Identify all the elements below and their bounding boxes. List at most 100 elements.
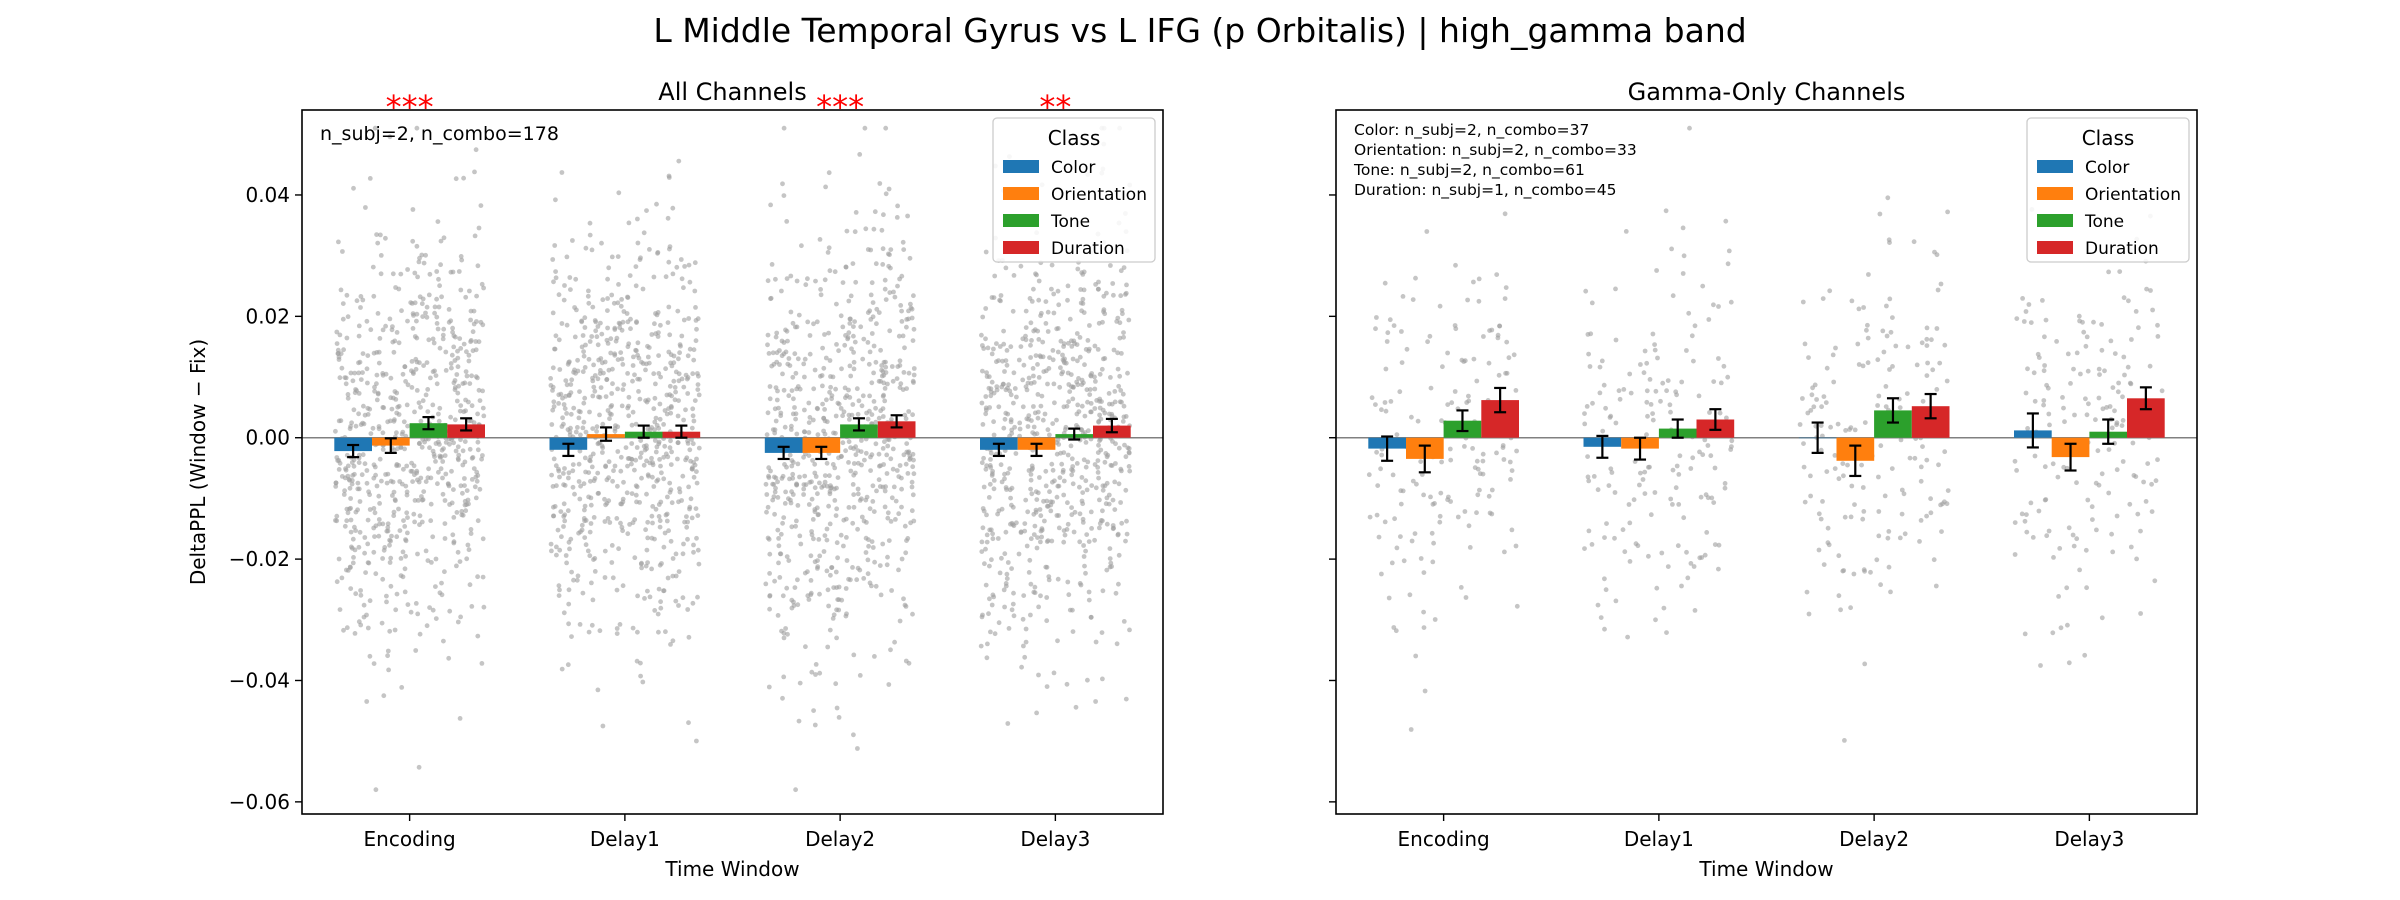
scatter-point (550, 310, 556, 316)
scatter-point (1486, 493, 1492, 499)
scatter-point (1038, 513, 1044, 519)
scatter-point (1945, 209, 1950, 215)
scatter-point (643, 367, 648, 373)
scatter-point (1045, 309, 1051, 315)
scatter-point (595, 376, 601, 382)
scatter-point (582, 507, 587, 513)
chart-panel-1: 0.040.020.00−0.02−0.04−0.06Encoding***De… (186, 78, 1164, 881)
scatter-point (470, 329, 476, 335)
scatter-point (1057, 475, 1063, 480)
scatter-point (473, 339, 479, 344)
scatter-point (882, 488, 888, 494)
scatter-point (590, 597, 596, 603)
scatter-point (358, 422, 364, 427)
scatter-point (1509, 468, 1515, 473)
scatter-point (1503, 285, 1509, 290)
scatter-point (401, 419, 407, 425)
scatter-point (1459, 357, 1465, 363)
scatter-point (469, 403, 475, 409)
scatter-point (1022, 521, 1028, 526)
scatter-point (1487, 328, 1492, 333)
scatter-point (387, 134, 393, 140)
scatter-point (439, 592, 445, 598)
scatter-point (1067, 389, 1073, 394)
scatter-point (1030, 366, 1036, 371)
scatter-point (897, 463, 903, 468)
scatter-point (360, 297, 366, 303)
scatter-point (656, 371, 662, 376)
scatter-point (983, 394, 989, 399)
scatter-point (359, 472, 365, 478)
scatter-point (2093, 480, 2099, 486)
scatter-point (1476, 276, 1482, 282)
scatter-point (1599, 358, 1605, 364)
scatter-point (840, 324, 846, 330)
scatter-point (1367, 514, 1373, 520)
scatter-point (590, 426, 596, 431)
scatter-point (396, 340, 402, 346)
scatter-point (2112, 351, 2118, 356)
scatter-point (1065, 521, 1071, 527)
scatter-point (1897, 405, 1903, 410)
scatter-point (455, 348, 460, 354)
scatter-point (1049, 538, 1055, 544)
scatter-point (385, 653, 390, 659)
scatter-point (2094, 527, 2099, 533)
scatter-point (884, 471, 890, 476)
scatter-point (587, 458, 593, 464)
scatter-point (979, 400, 985, 406)
scatter-point (391, 489, 397, 495)
scatter-point (1654, 585, 1660, 591)
scatter-point (645, 343, 650, 349)
scatter-point (1059, 461, 1065, 467)
scatter-point (1690, 455, 1696, 461)
scatter-point (1587, 364, 1593, 369)
scatter-point (1097, 412, 1102, 418)
scatter-point (1849, 298, 1855, 304)
scatter-point (824, 568, 830, 574)
scatter-point (1096, 442, 1101, 448)
scatter-point (801, 361, 807, 367)
scatter-point (667, 383, 673, 389)
scatter-point (1835, 421, 1841, 427)
scatter-point (1480, 451, 1486, 457)
scatter-point (481, 604, 487, 610)
scatter-point (1648, 402, 1654, 407)
scatter-point (987, 563, 992, 569)
scatter-point (579, 344, 585, 350)
scatter-point (1582, 421, 1588, 427)
scatter-point (376, 517, 382, 522)
scatter-point (645, 560, 650, 565)
scatter-point (812, 485, 818, 491)
scatter-point (893, 498, 899, 504)
scatter-point (605, 516, 611, 521)
scatter-point (1886, 529, 1892, 534)
scatter-point (1082, 563, 1087, 569)
scatter-point (1501, 457, 1507, 462)
scatter-point (471, 466, 477, 471)
scatter-point (1031, 373, 1036, 379)
scatter-point (393, 498, 398, 504)
scatter-point (846, 330, 852, 336)
scatter-point (1865, 335, 1871, 341)
scatter-point (462, 483, 467, 488)
scatter-point (370, 425, 376, 431)
scatter-point (572, 491, 577, 497)
scatter-point (408, 300, 414, 305)
scatter-point (1097, 497, 1102, 503)
scatter-point (2095, 448, 2101, 454)
scatter-point (374, 232, 379, 238)
scatter-point (1917, 539, 1922, 544)
scatter-point (808, 578, 814, 583)
scatter-point (420, 314, 426, 319)
scatter-point (390, 339, 396, 345)
scatter-point (2114, 467, 2120, 473)
scatter-point (879, 227, 885, 233)
scatter-point (1413, 275, 1418, 281)
scatter-point (1445, 402, 1451, 407)
scatter-point (869, 331, 875, 336)
scatter-point (561, 610, 567, 616)
scatter-point (1865, 360, 1871, 366)
scatter-point (1663, 208, 1669, 214)
scatter-point (404, 463, 410, 469)
